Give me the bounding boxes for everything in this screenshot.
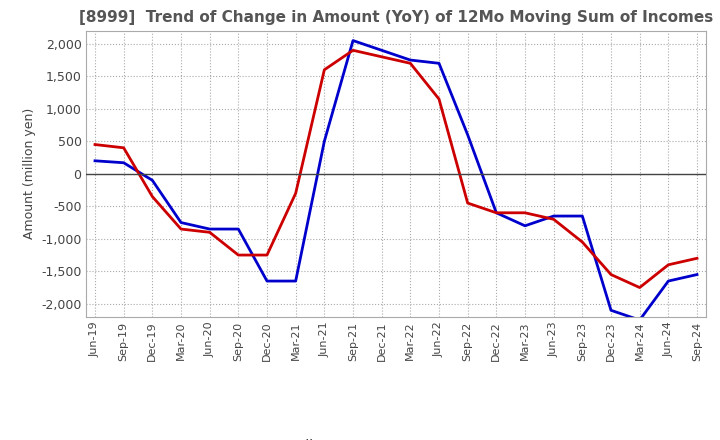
Ordinary Income bbox=[664, 279, 672, 284]
Net Income bbox=[578, 239, 587, 245]
Net Income bbox=[234, 253, 243, 258]
Legend: Ordinary Income, Net Income: Ordinary Income, Net Income bbox=[233, 433, 559, 440]
Net Income bbox=[320, 67, 328, 73]
Net Income bbox=[492, 210, 500, 216]
Ordinary Income bbox=[693, 272, 701, 277]
Ordinary Income bbox=[521, 223, 529, 228]
Net Income bbox=[549, 216, 558, 222]
Net Income bbox=[464, 200, 472, 205]
Ordinary Income bbox=[607, 308, 616, 313]
Net Income bbox=[348, 48, 357, 53]
Ordinary Income bbox=[205, 227, 214, 232]
Ordinary Income bbox=[549, 213, 558, 219]
Ordinary Income bbox=[492, 210, 500, 216]
Ordinary Income bbox=[377, 48, 386, 53]
Net Income bbox=[693, 256, 701, 261]
Ordinary Income bbox=[120, 160, 128, 165]
Ordinary Income bbox=[348, 38, 357, 43]
Net Income bbox=[292, 191, 300, 196]
Net Income bbox=[664, 262, 672, 268]
Ordinary Income bbox=[578, 213, 587, 219]
Net Income bbox=[377, 54, 386, 59]
Net Income bbox=[607, 272, 616, 277]
Title: [8999]  Trend of Change in Amount (YoY) of 12Mo Moving Sum of Incomes: [8999] Trend of Change in Amount (YoY) o… bbox=[79, 11, 713, 26]
Net Income bbox=[176, 227, 185, 232]
Line: Net Income: Net Income bbox=[95, 50, 697, 288]
Net Income bbox=[148, 194, 157, 199]
Ordinary Income bbox=[464, 132, 472, 137]
Net Income bbox=[91, 142, 99, 147]
Ordinary Income bbox=[435, 61, 444, 66]
Ordinary Income bbox=[234, 227, 243, 232]
Ordinary Income bbox=[176, 220, 185, 225]
Ordinary Income bbox=[292, 279, 300, 284]
Net Income bbox=[435, 96, 444, 102]
Net Income bbox=[263, 253, 271, 258]
Ordinary Income bbox=[148, 178, 157, 183]
Ordinary Income bbox=[635, 317, 644, 323]
Ordinary Income bbox=[320, 139, 328, 144]
Ordinary Income bbox=[406, 57, 415, 62]
Net Income bbox=[120, 145, 128, 150]
Net Income bbox=[521, 210, 529, 216]
Net Income bbox=[406, 61, 415, 66]
Net Income bbox=[635, 285, 644, 290]
Line: Ordinary Income: Ordinary Income bbox=[95, 40, 697, 320]
Ordinary Income bbox=[263, 279, 271, 284]
Y-axis label: Amount (million yen): Amount (million yen) bbox=[22, 108, 35, 239]
Ordinary Income bbox=[91, 158, 99, 163]
Net Income bbox=[205, 230, 214, 235]
